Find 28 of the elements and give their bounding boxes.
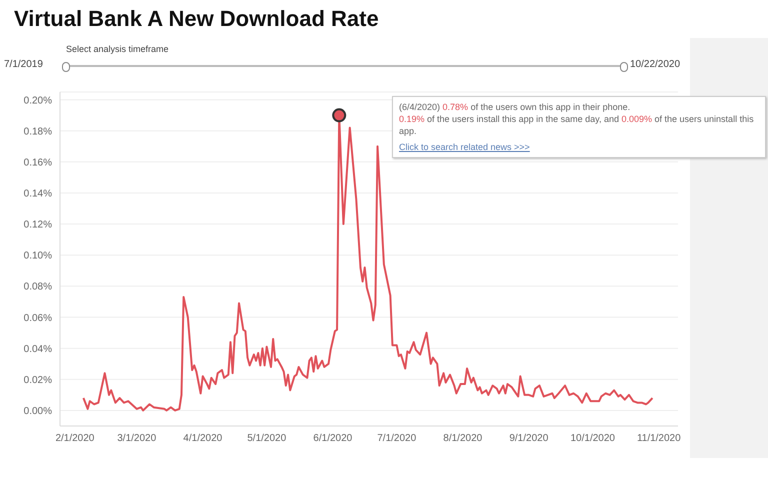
tooltip-box: (6/4/2020) 0.78% of the users own this app in their phone. 0.19% of the users install this app in the same day, and 0.009% of the users uninstall this app. Click to search related news >>> [392,96,766,158]
y-tick-label: 0.02% [24,374,52,386]
y-tick-label: 0.16% [24,157,52,168]
chart-title: Virtual Bank A New Download Rate [14,6,379,32]
x-tick-label: 5/1/2020 [247,433,287,444]
y-tick-label: 0.00% [24,406,52,418]
y-tick-label: 0.12% [24,220,52,231]
x-tick-label: 10/1/2020 [570,433,616,444]
x-tick-label: 4/1/2020 [183,433,223,444]
x-tick-label: 9/1/2020 [509,433,549,444]
x-tick-label: 3/1/2020 [117,433,157,444]
text: Select analysis timeframe [66,44,169,54]
y-tick-label: 0.04% [24,344,52,355]
y-tick-label: 0.10% [24,250,52,262]
y-tick-label: 0.08% [24,282,52,293]
text: 7/1/2019 [4,59,43,70]
x-tick-label: 11/1/2020 [636,433,682,444]
x-tick-label: 8/1/2020 [443,433,483,444]
y-tick-label: 0.06% [24,312,52,324]
y-tick-label: 0.18% [24,126,52,138]
x-tick-label: 7/1/2020 [377,433,417,444]
y-tick-label: 0.20% [24,95,52,106]
x-tick-label: 2/1/2020 [55,433,95,444]
text: 10/22/2020 [630,59,680,70]
y-tick-label: 0.14% [24,188,52,200]
annotation: (6/4/2020) 0.78% of the users own this app in their phone. [399,102,630,112]
x-tick-label: 6/1/2020 [313,433,353,444]
annotation: Click to search related news >>> [399,141,531,153]
